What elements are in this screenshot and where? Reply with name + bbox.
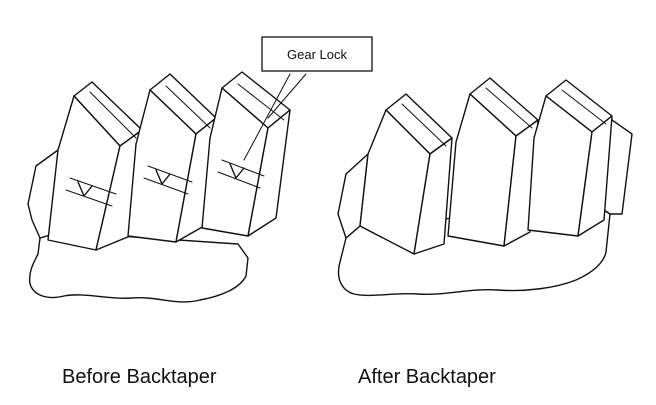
gear-lock-label: Gear Lock	[287, 47, 347, 62]
after-tooth-3-side	[577, 115, 613, 237]
caption-before-backtaper: Before Backtaper	[62, 366, 217, 388]
gear-lock-leader-1	[243, 73, 291, 161]
before-base-outline	[28, 231, 249, 303]
gear-lock-callout: Gear Lock	[261, 36, 373, 72]
gear-lock-leader-2	[267, 73, 307, 119]
after-tooth-1-side	[413, 137, 453, 255]
before-gear-drawing	[27, 71, 307, 303]
after-gear-drawing	[337, 77, 633, 297]
caption-after-backtaper: After Backtaper	[358, 366, 496, 388]
before-tooth-3-side	[247, 109, 291, 237]
